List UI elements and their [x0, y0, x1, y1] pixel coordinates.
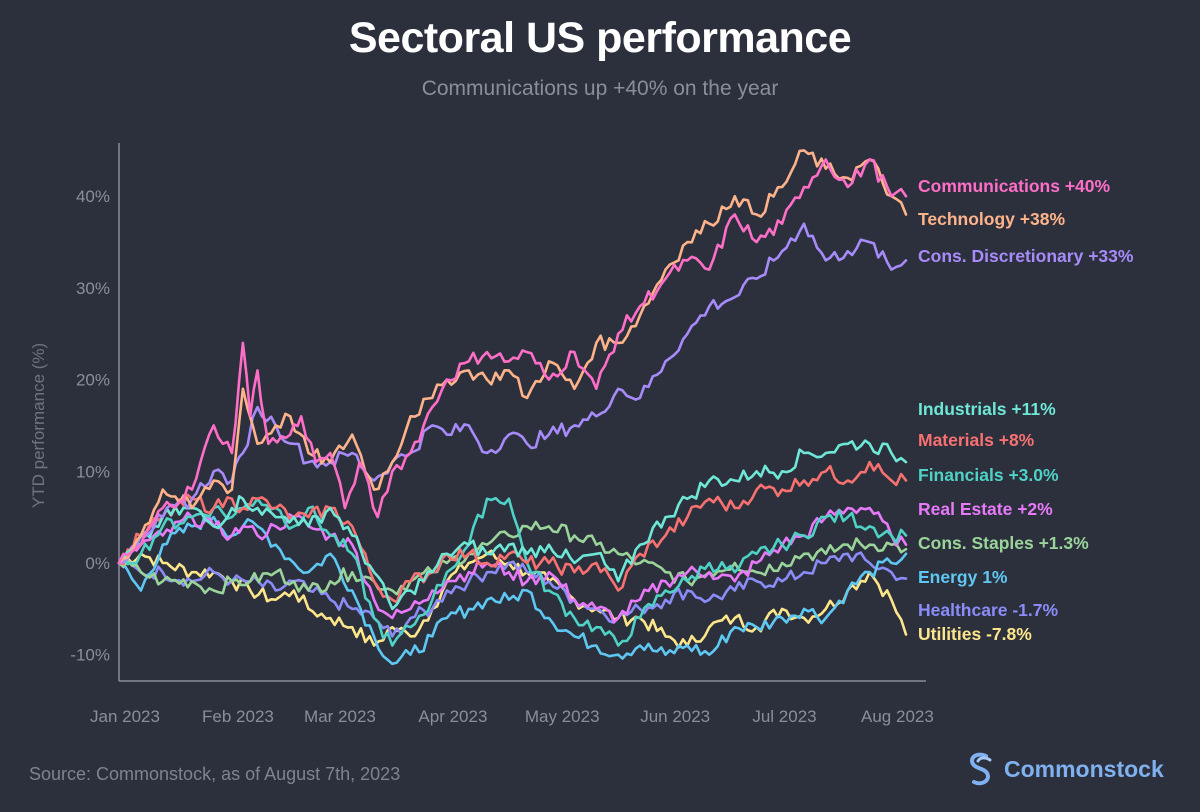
x-tick-label: Aug 2023 [861, 707, 934, 726]
series-line-cons-discretionary [117, 222, 908, 565]
end-label-cons-discretionary: Cons. Discretionary +33% [918, 246, 1134, 266]
series-lines [117, 149, 908, 666]
end-label-technology: Technology +38% [918, 209, 1065, 229]
axes: -10% 0% 10% 20% 30% 40% Jan 2023 Feb 2023 Mar 20… [29, 143, 934, 726]
y-tick-label: 0% [85, 554, 110, 573]
end-label-cons-staples: Cons. Staples +1.3% [918, 533, 1089, 553]
x-tick-label: Apr 2023 [418, 707, 487, 726]
series-line-cons-staples [117, 520, 908, 596]
end-label-industrials: Industrials +11% [918, 399, 1056, 419]
series-line-technology [117, 149, 908, 565]
x-tick-label: Jun 2023 [640, 707, 710, 726]
series-line-industrials [117, 439, 908, 611]
y-axis-title: YTD performance (%) [29, 343, 48, 508]
series-line-energy [117, 513, 908, 666]
brand[interactable]: Commonstock [966, 752, 1164, 786]
end-label-energy: Energy 1% [918, 567, 1008, 587]
y-tick-label: 40% [76, 187, 110, 206]
x-tick-label: May 2023 [525, 707, 600, 726]
x-tick-label: Feb 2023 [202, 707, 274, 726]
chart-title: Sectoral US performance [348, 14, 852, 62]
end-label-healthcare: Healthcare -1.7% [918, 600, 1059, 620]
y-tick-label: 10% [76, 462, 110, 481]
y-tick-label: -10% [70, 646, 110, 665]
series-line-real-estate [117, 506, 908, 624]
chart-subtitle: Communications up +40% on the year [421, 77, 779, 100]
end-labels: Communications +40% Technology +38% Cons. … [918, 176, 1134, 644]
end-label-materials: Materials +8% [918, 430, 1035, 450]
end-label-financials: Financials +3.0% [918, 465, 1059, 485]
y-tick-label: 20% [76, 371, 110, 390]
x-tick-label: Mar 2023 [304, 707, 376, 726]
end-label-utilities: Utilities -7.8% [918, 624, 1032, 644]
y-tick-label: 30% [76, 279, 110, 298]
brand-name: Commonstock [1004, 755, 1164, 782]
series-line-financials [117, 496, 908, 647]
source-note: Source: Commonstock, as of August 7th, 2… [29, 764, 401, 784]
end-label-communications: Communications +40% [918, 176, 1111, 196]
end-label-real-estate: Real Estate +2% [918, 499, 1053, 519]
x-tick-label: Jan 2023 [90, 707, 160, 726]
series-line-communications [117, 158, 908, 565]
x-tick-label: Jul 2023 [752, 707, 816, 726]
commonstock-logo-icon [970, 752, 992, 786]
